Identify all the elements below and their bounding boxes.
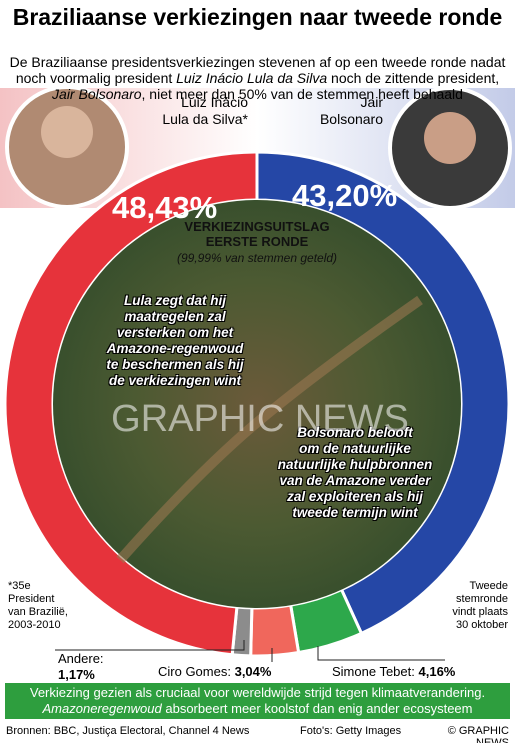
- small-label: Andere: 1,17%: [58, 651, 104, 683]
- title: Braziliaanse verkiezingen naar tweede ro…: [12, 4, 503, 30]
- forest-photo: [53, 200, 461, 608]
- value-label: 3,04%: [234, 664, 272, 679]
- subtitle-part: Jair Bolsonaro: [52, 86, 142, 102]
- portrait-face: [41, 106, 93, 158]
- portrait-face: [424, 112, 476, 164]
- value-label: 48,43%: [112, 190, 218, 225]
- footnote: Tweede stemronde vindt plaats 30 oktober: [452, 580, 508, 631]
- copyright: © GRAPHIC NEWS: [447, 725, 509, 743]
- subtitle-part: noch de zittende president,: [327, 70, 500, 86]
- photo-credit: Foto's: Getty Images: [300, 725, 402, 737]
- small-label: Ciro Gomes: 3,04%: [158, 664, 271, 679]
- annotation: Bolsonaro belooft om de natuurlijke natu…: [277, 425, 433, 520]
- subtitle-part: , niet meer dan 50% van de stemmen heeft…: [141, 86, 463, 102]
- category-label: Simone Tebet:: [332, 664, 415, 679]
- annotation: Lula zegt dat hij maatregelen zal verste…: [106, 293, 244, 388]
- footnote: *35e President van Brazilië, 2003-2010: [8, 580, 68, 631]
- watermark: GRAPHIC NEWS: [111, 398, 409, 440]
- banner: Verkiezing gezien als cruciaal voor were…: [10, 685, 505, 717]
- leader-line: [317, 646, 445, 661]
- banner-bg: [5, 683, 510, 719]
- center-note: (99,99% van stemmen geteld): [176, 251, 338, 265]
- category-label: Andere:: [58, 651, 104, 666]
- donut-slice: [249, 603, 301, 658]
- value-label: 1,17%: [58, 667, 95, 682]
- sources: Bronnen: BBC, Justiça Electoral, Channel…: [6, 725, 250, 737]
- leader-line: [55, 640, 245, 651]
- subtitle: De Braziliaanse presidentsverkiezingen s…: [6, 38, 509, 102]
- category-label: Ciro Gomes:: [158, 664, 231, 679]
- banner-text: absorbeert meer koolstof dan enig ander …: [161, 701, 473, 716]
- subtitle-part: De Braziliaanse presidentsverkiezingen s…: [9, 54, 506, 86]
- small-label: Simone Tebet: 4,16%: [332, 664, 455, 679]
- value-label: 4,16%: [418, 664, 456, 679]
- value-label: 43,20%: [292, 178, 398, 213]
- banner-text: Amazoneregenwoud: [42, 701, 162, 716]
- center-title: VERKIEZINGSUITSLAG EERSTE RONDE: [184, 219, 330, 249]
- candidate-name: Luiz Inácio Lula da Silva*: [162, 94, 248, 127]
- banner-text: Verkiezing gezien als cruciaal voor were…: [29, 685, 486, 700]
- river: [116, 295, 423, 564]
- candidate-name: Jair Bolsonaro: [319, 94, 383, 127]
- subtitle-part: Luiz Inácio Lula da Silva: [176, 70, 328, 86]
